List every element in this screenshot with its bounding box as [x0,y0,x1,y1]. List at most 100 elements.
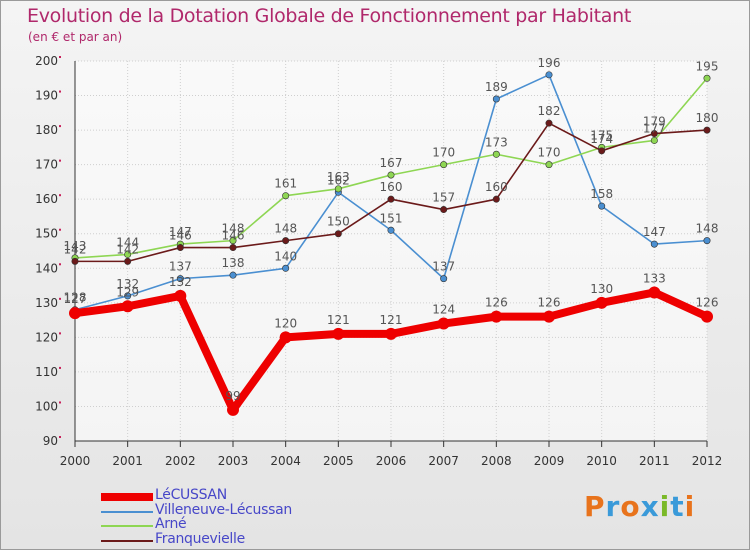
data-point [229,244,237,252]
data-label: 160 [485,180,508,194]
data-label: 124 [432,303,455,317]
data-point [703,126,711,134]
x-tick-label: 2007 [428,454,459,468]
data-label: 132 [169,275,192,289]
y-tick-marker [59,56,61,58]
data-label: 126 [538,296,561,310]
x-tick-label: 2001 [112,454,143,468]
data-point [124,292,132,300]
y-tick-label: 200 [35,54,58,68]
data-point [492,95,500,103]
data-label: 121 [380,313,403,327]
chart-title: Evolution de la Dotation Globale de Fonc… [27,5,632,27]
data-point [387,171,395,179]
data-point [124,257,132,265]
data-point [440,161,448,169]
data-label: 151 [380,211,403,225]
y-tick-label: 140 [35,261,58,275]
data-point [332,327,345,340]
y-tick-marker [59,90,61,93]
y-tick-marker [59,401,61,404]
data-point [545,161,553,169]
data-label: 142 [64,242,87,256]
y-tick-marker [59,125,61,128]
legend-swatch [101,539,153,542]
y-tick-label: 190 [35,89,58,103]
y-tick-marker [59,436,61,438]
y-tick-marker [59,366,61,369]
data-label: 158 [590,187,613,201]
logo-letter: P [584,490,606,523]
data-label: 148 [696,222,719,236]
x-tick-label: 2002 [165,454,196,468]
logo-letter: i [684,490,696,523]
data-point [437,317,450,330]
x-tick-label: 2008 [481,454,512,468]
y-tick-marker [59,228,61,231]
x-tick-label: 2005 [323,454,354,468]
data-point [71,257,79,265]
y-tick-marker [59,159,61,162]
data-label: 163 [327,170,350,184]
data-point [282,192,290,200]
data-label: 170 [432,146,455,160]
y-tick-marker [59,194,61,197]
data-label: 195 [696,59,719,73]
data-label: 170 [538,146,561,160]
y-tick-marker [59,263,61,266]
data-point [121,300,134,313]
data-point [703,74,711,82]
data-label: 179 [643,115,666,129]
data-label: 175 [590,128,613,142]
legend-label: LéCUSSAN [155,487,227,503]
data-label: 182 [538,104,561,118]
data-label: 137 [432,260,455,274]
x-tick-label: 2000 [60,454,91,468]
data-point [334,185,342,193]
y-tick-label: 130 [35,296,58,310]
x-tick-label: 2011 [639,454,670,468]
legend-swatch [101,510,153,513]
data-label: 138 [222,256,245,270]
data-label: 126 [696,296,719,310]
data-label: 162 [327,173,350,187]
data-point [176,244,184,252]
data-label: 143 [64,239,87,253]
data-point [387,226,395,234]
data-label: 157 [432,191,455,205]
legend-label: Franquevielle [155,530,245,547]
data-point [282,264,290,272]
data-label: 196 [538,56,561,70]
data-label: 144 [116,235,139,249]
legend-swatch [101,493,153,501]
data-label: 132 [116,277,139,291]
data-label: 147 [169,225,192,239]
data-point [69,307,81,320]
logo-letter: r [605,490,621,523]
data-point [229,271,237,279]
data-label: 137 [169,260,192,274]
chart-subtitle: (en € et par an) [28,30,123,44]
y-tick-label: 160 [35,192,58,206]
data-label: 173 [485,135,508,149]
data-label: 120 [274,316,297,330]
x-tick-label: 2006 [376,454,407,468]
data-label: 177 [643,121,666,135]
y-tick-label: 120 [35,330,58,344]
data-label: 160 [380,180,403,194]
data-point [598,147,606,155]
data-point [650,130,658,138]
data-label: 148 [274,222,297,236]
data-point [282,237,290,245]
data-point [703,237,711,245]
data-label: 161 [274,177,297,191]
data-label: 127 [64,292,87,306]
data-point [492,150,500,158]
series-lines [69,71,713,416]
data-label: 146 [169,229,192,243]
data-label: 126 [485,296,508,310]
data-point [227,403,239,416]
data-label: 140 [274,249,297,263]
